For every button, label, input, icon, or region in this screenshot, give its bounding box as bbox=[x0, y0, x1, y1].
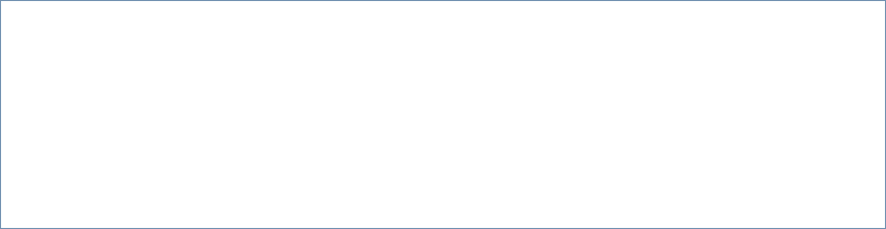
Text: Type Configuration: Type Configuration bbox=[346, 70, 431, 79]
Text: ›: › bbox=[877, 218, 882, 228]
Text: integer: integer bbox=[270, 129, 306, 139]
Text: Precisi...: Precisi... bbox=[434, 70, 472, 79]
Bar bbox=[131, 106, 886, 125]
Bar bbox=[4, 0, 126, 24]
Text: string: string bbox=[270, 147, 299, 157]
Bar bbox=[128, 3, 222, 21]
Text: ▽  —  □: ▽ — □ bbox=[787, 8, 820, 17]
Text: Ports: Ports bbox=[11, 40, 42, 50]
Text: CancelDate: CancelDate bbox=[137, 111, 194, 121]
Bar bbox=[582, 146, 596, 158]
Bar bbox=[627, 109, 641, 122]
Bar bbox=[582, 91, 596, 104]
Text: ↑: ↑ bbox=[744, 38, 751, 47]
Text: N/A: N/A bbox=[346, 92, 362, 102]
Text: N/A: N/A bbox=[346, 129, 362, 139]
Text: 0: 0 bbox=[483, 147, 489, 157]
Text: CompareDates: CompareDates bbox=[137, 129, 210, 139]
Text: Search: Search bbox=[431, 38, 464, 48]
Bar bbox=[131, 60, 886, 88]
Text: Properties: Properties bbox=[23, 8, 69, 17]
Bar bbox=[153, 218, 472, 227]
Text: CompareDates: CompareDates bbox=[664, 129, 737, 139]
Text: 🗑: 🗑 bbox=[722, 38, 727, 47]
Bar bbox=[131, 180, 886, 198]
Bar bbox=[131, 88, 886, 106]
Text: 🖊: 🖊 bbox=[769, 8, 775, 18]
Text: Dependencies: Dependencies bbox=[11, 95, 81, 105]
Bar bbox=[536, 109, 550, 122]
Text: Data Viewer: Data Viewer bbox=[148, 8, 203, 17]
Text: ⚙: ⚙ bbox=[136, 8, 144, 17]
Bar bbox=[536, 128, 550, 140]
Text: ‹: ‹ bbox=[138, 218, 143, 228]
Bar bbox=[627, 146, 641, 158]
Bar bbox=[536, 91, 550, 104]
Text: ⚑: ⚑ bbox=[611, 38, 618, 47]
Text: 3: 3 bbox=[140, 129, 146, 139]
Text: ✓: ✓ bbox=[586, 111, 593, 120]
Bar bbox=[536, 146, 550, 158]
Text: 10: 10 bbox=[434, 147, 447, 157]
Text: Port Selectors: Port Selectors bbox=[11, 68, 78, 78]
Bar bbox=[131, 26, 886, 60]
Text: GenerateAlert: GenerateAlert bbox=[137, 147, 206, 157]
Text: ≡: ≡ bbox=[11, 8, 19, 18]
Bar bbox=[131, 161, 886, 180]
Text: ↓: ↓ bbox=[766, 38, 773, 47]
Text: Mapping Outputs: Mapping Outputs bbox=[11, 207, 95, 217]
Text: date/time: date/time bbox=[270, 111, 317, 121]
Text: ▲: ▲ bbox=[63, 33, 68, 38]
Text: Advanced: Advanced bbox=[11, 179, 58, 189]
Bar bbox=[582, 109, 596, 122]
Bar bbox=[131, 60, 886, 216]
Text: Windowing: Windowing bbox=[11, 123, 64, 133]
Bar bbox=[627, 91, 641, 104]
Bar bbox=[0, 26, 131, 216]
Text: |✂: |✂ bbox=[656, 38, 665, 47]
Text: GenerateAlert: GenerateAlert bbox=[664, 147, 734, 157]
Bar bbox=[627, 128, 641, 140]
Text: Name: Name bbox=[137, 70, 164, 79]
Text: 📋: 📋 bbox=[700, 38, 705, 47]
Bar bbox=[0, 0, 886, 26]
Bar bbox=[2, 37, 129, 53]
Text: Scale: Scale bbox=[483, 70, 508, 79]
Text: ✓: ✓ bbox=[586, 93, 593, 102]
Text: N/A: N/A bbox=[346, 147, 362, 157]
Text: Input: Input bbox=[527, 70, 551, 79]
Text: date/time: date/time bbox=[270, 92, 317, 102]
Text: Run-time Linking: Run-time Linking bbox=[11, 151, 94, 161]
Text: Expression: Expression bbox=[664, 70, 713, 79]
Text: Type: Type bbox=[270, 70, 291, 79]
Text: 0: 0 bbox=[483, 129, 489, 139]
Text: ✓: ✓ bbox=[631, 129, 638, 139]
Text: ✕: ✕ bbox=[98, 8, 105, 17]
Bar bbox=[131, 125, 886, 143]
Text: 9: 9 bbox=[483, 92, 489, 102]
Text: 📋: 📋 bbox=[678, 38, 683, 47]
Text: o: o bbox=[235, 70, 240, 79]
Text: 10: 10 bbox=[434, 129, 447, 139]
Text: 29: 29 bbox=[434, 92, 447, 102]
Bar bbox=[297, 33, 598, 53]
Text: 9: 9 bbox=[483, 111, 489, 121]
Text: ✓: ✓ bbox=[540, 111, 547, 120]
Text: 29: 29 bbox=[434, 111, 447, 121]
Text: SignUpDate: SignUpDate bbox=[137, 92, 196, 102]
Text: ▾: ▾ bbox=[633, 38, 638, 47]
Text: ◀: ◀ bbox=[868, 129, 875, 139]
Text: ✓: ✓ bbox=[540, 93, 547, 102]
Bar bbox=[131, 143, 886, 161]
Text: 4: 4 bbox=[140, 147, 146, 157]
Text: 1: 1 bbox=[140, 92, 146, 102]
Bar bbox=[582, 128, 596, 140]
Text: 2: 2 bbox=[140, 111, 146, 121]
Text: Variable: Variable bbox=[618, 70, 655, 79]
Text: ✓: ✓ bbox=[586, 148, 593, 157]
Text: N/A: N/A bbox=[346, 111, 362, 121]
Bar bbox=[131, 216, 886, 229]
Text: Output: Output bbox=[573, 70, 605, 79]
